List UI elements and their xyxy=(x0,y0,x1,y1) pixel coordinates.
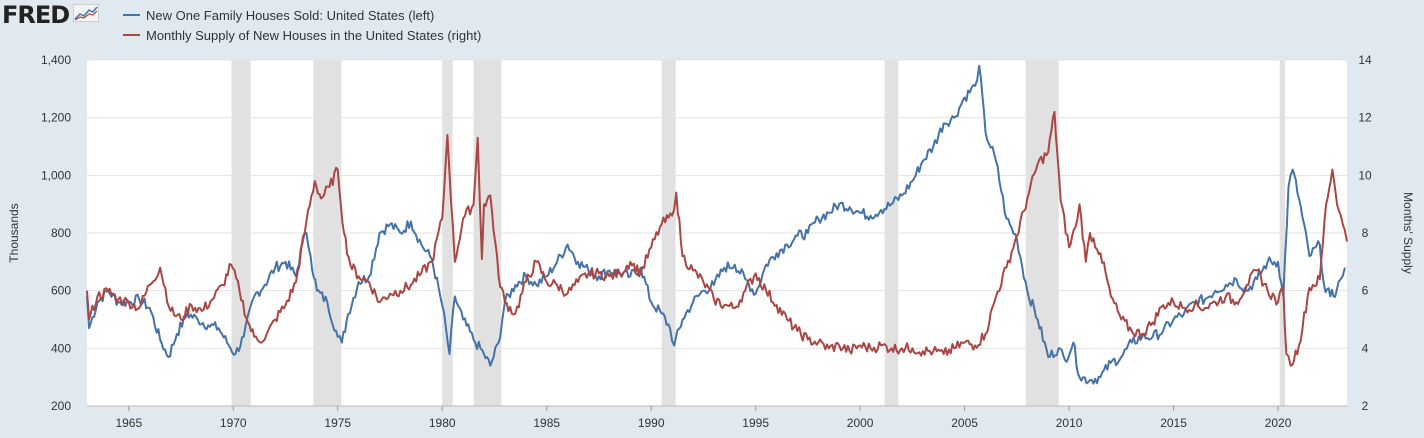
x-tick: 1990 xyxy=(638,416,665,430)
x-tick: 1970 xyxy=(220,416,247,430)
y-tick-left: 600 xyxy=(51,284,71,298)
x-tick: 2010 xyxy=(1056,416,1083,430)
legend-label-houses-sold: New One Family Houses Sold: United State… xyxy=(146,7,435,23)
x-tick: 1985 xyxy=(533,416,560,430)
y-tick-right: 14 xyxy=(1358,53,1372,67)
legend-label-monthly-supply: Monthly Supply of New Houses in the Unit… xyxy=(146,27,482,43)
y-tick-right: 2 xyxy=(1362,399,1369,413)
y-tick-right: 12 xyxy=(1358,111,1372,125)
y-tick-right: 8 xyxy=(1362,226,1369,240)
x-tick: 2015 xyxy=(1160,416,1187,430)
legend-item-houses-sold: New One Family Houses Sold: United State… xyxy=(123,5,481,25)
y-tick-left: 1,000 xyxy=(41,168,71,182)
x-tick: 2005 xyxy=(951,416,978,430)
y-tick-left: 400 xyxy=(51,341,71,355)
y-tick-right: 6 xyxy=(1362,284,1369,298)
x-tick: 2000 xyxy=(847,416,874,430)
y-tick-left: 800 xyxy=(51,226,71,240)
y-tick-left: 1,200 xyxy=(41,111,71,125)
x-tick: 1995 xyxy=(742,416,769,430)
y-tick-right: 4 xyxy=(1362,341,1369,355)
fred-logo-text: FRED xyxy=(2,1,70,29)
series-line-monthly-supply xyxy=(86,110,1348,367)
x-tick: 2020 xyxy=(1265,416,1292,430)
x-tick: 1975 xyxy=(324,416,351,430)
y-tick-left: 1,400 xyxy=(41,53,71,67)
legend-item-monthly-supply: Monthly Supply of New Houses in the Unit… xyxy=(123,25,481,45)
x-tick: 1965 xyxy=(115,416,142,430)
y-tick-left: 200 xyxy=(51,399,71,413)
y-tick-right: 10 xyxy=(1358,168,1372,182)
y-axis-label-left: Thousands xyxy=(7,203,21,262)
legend-swatch-houses-sold xyxy=(123,14,140,16)
chart-legend: New One Family Houses Sold: United State… xyxy=(123,5,481,45)
series-line-houses-sold xyxy=(86,64,1346,385)
legend-swatch-monthly-supply xyxy=(123,34,140,36)
y-axis-label-right: Months' Supply xyxy=(1401,192,1415,274)
x-tick: 1980 xyxy=(429,416,456,430)
